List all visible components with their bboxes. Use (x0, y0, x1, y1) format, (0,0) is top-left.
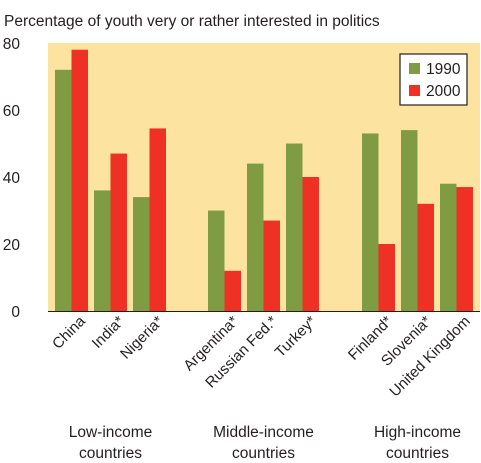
legend-swatch (409, 63, 420, 74)
category-label: China (49, 312, 89, 352)
bar-1990 (286, 143, 303, 311)
legend-swatch (409, 85, 420, 96)
group-label: Low-income (69, 424, 153, 441)
bar-2000 (263, 220, 280, 311)
y-tick-label: 20 (3, 237, 21, 254)
group-label: Middle-income (213, 424, 314, 441)
legend-box (399, 53, 468, 106)
bar-2000 (71, 49, 88, 311)
group-label: countries (232, 445, 295, 462)
bar-2000 (302, 177, 319, 311)
bar-2000 (456, 187, 473, 311)
bar-2000 (224, 270, 241, 311)
chart-title: Percentage of youth very or rather inter… (4, 13, 380, 30)
group-label: countries (386, 445, 449, 462)
bar-1990 (94, 190, 111, 311)
bar-1990 (208, 210, 225, 311)
bar-1990 (362, 133, 379, 311)
y-tick-label: 40 (3, 170, 21, 187)
bar-1990 (55, 69, 72, 311)
bar-1990 (133, 197, 150, 311)
y-tick-label: 60 (3, 103, 21, 120)
category-label: Turkey* (272, 313, 320, 361)
bar-1990 (440, 183, 457, 311)
group-label: countries (79, 445, 142, 462)
bar-2000 (417, 203, 434, 311)
bar-1990 (247, 163, 264, 311)
legend-label: 1990 (426, 61, 461, 78)
category-label: Nigeria* (117, 313, 167, 363)
y-tick-label: 0 (11, 304, 20, 321)
bar-2000 (110, 153, 127, 311)
legend-label: 2000 (426, 83, 461, 100)
group-label: High-income (374, 424, 461, 441)
bar-2000 (149, 128, 166, 311)
y-tick-label: 80 (3, 36, 21, 53)
bar-1990 (401, 130, 418, 311)
bar-2000 (378, 244, 395, 311)
